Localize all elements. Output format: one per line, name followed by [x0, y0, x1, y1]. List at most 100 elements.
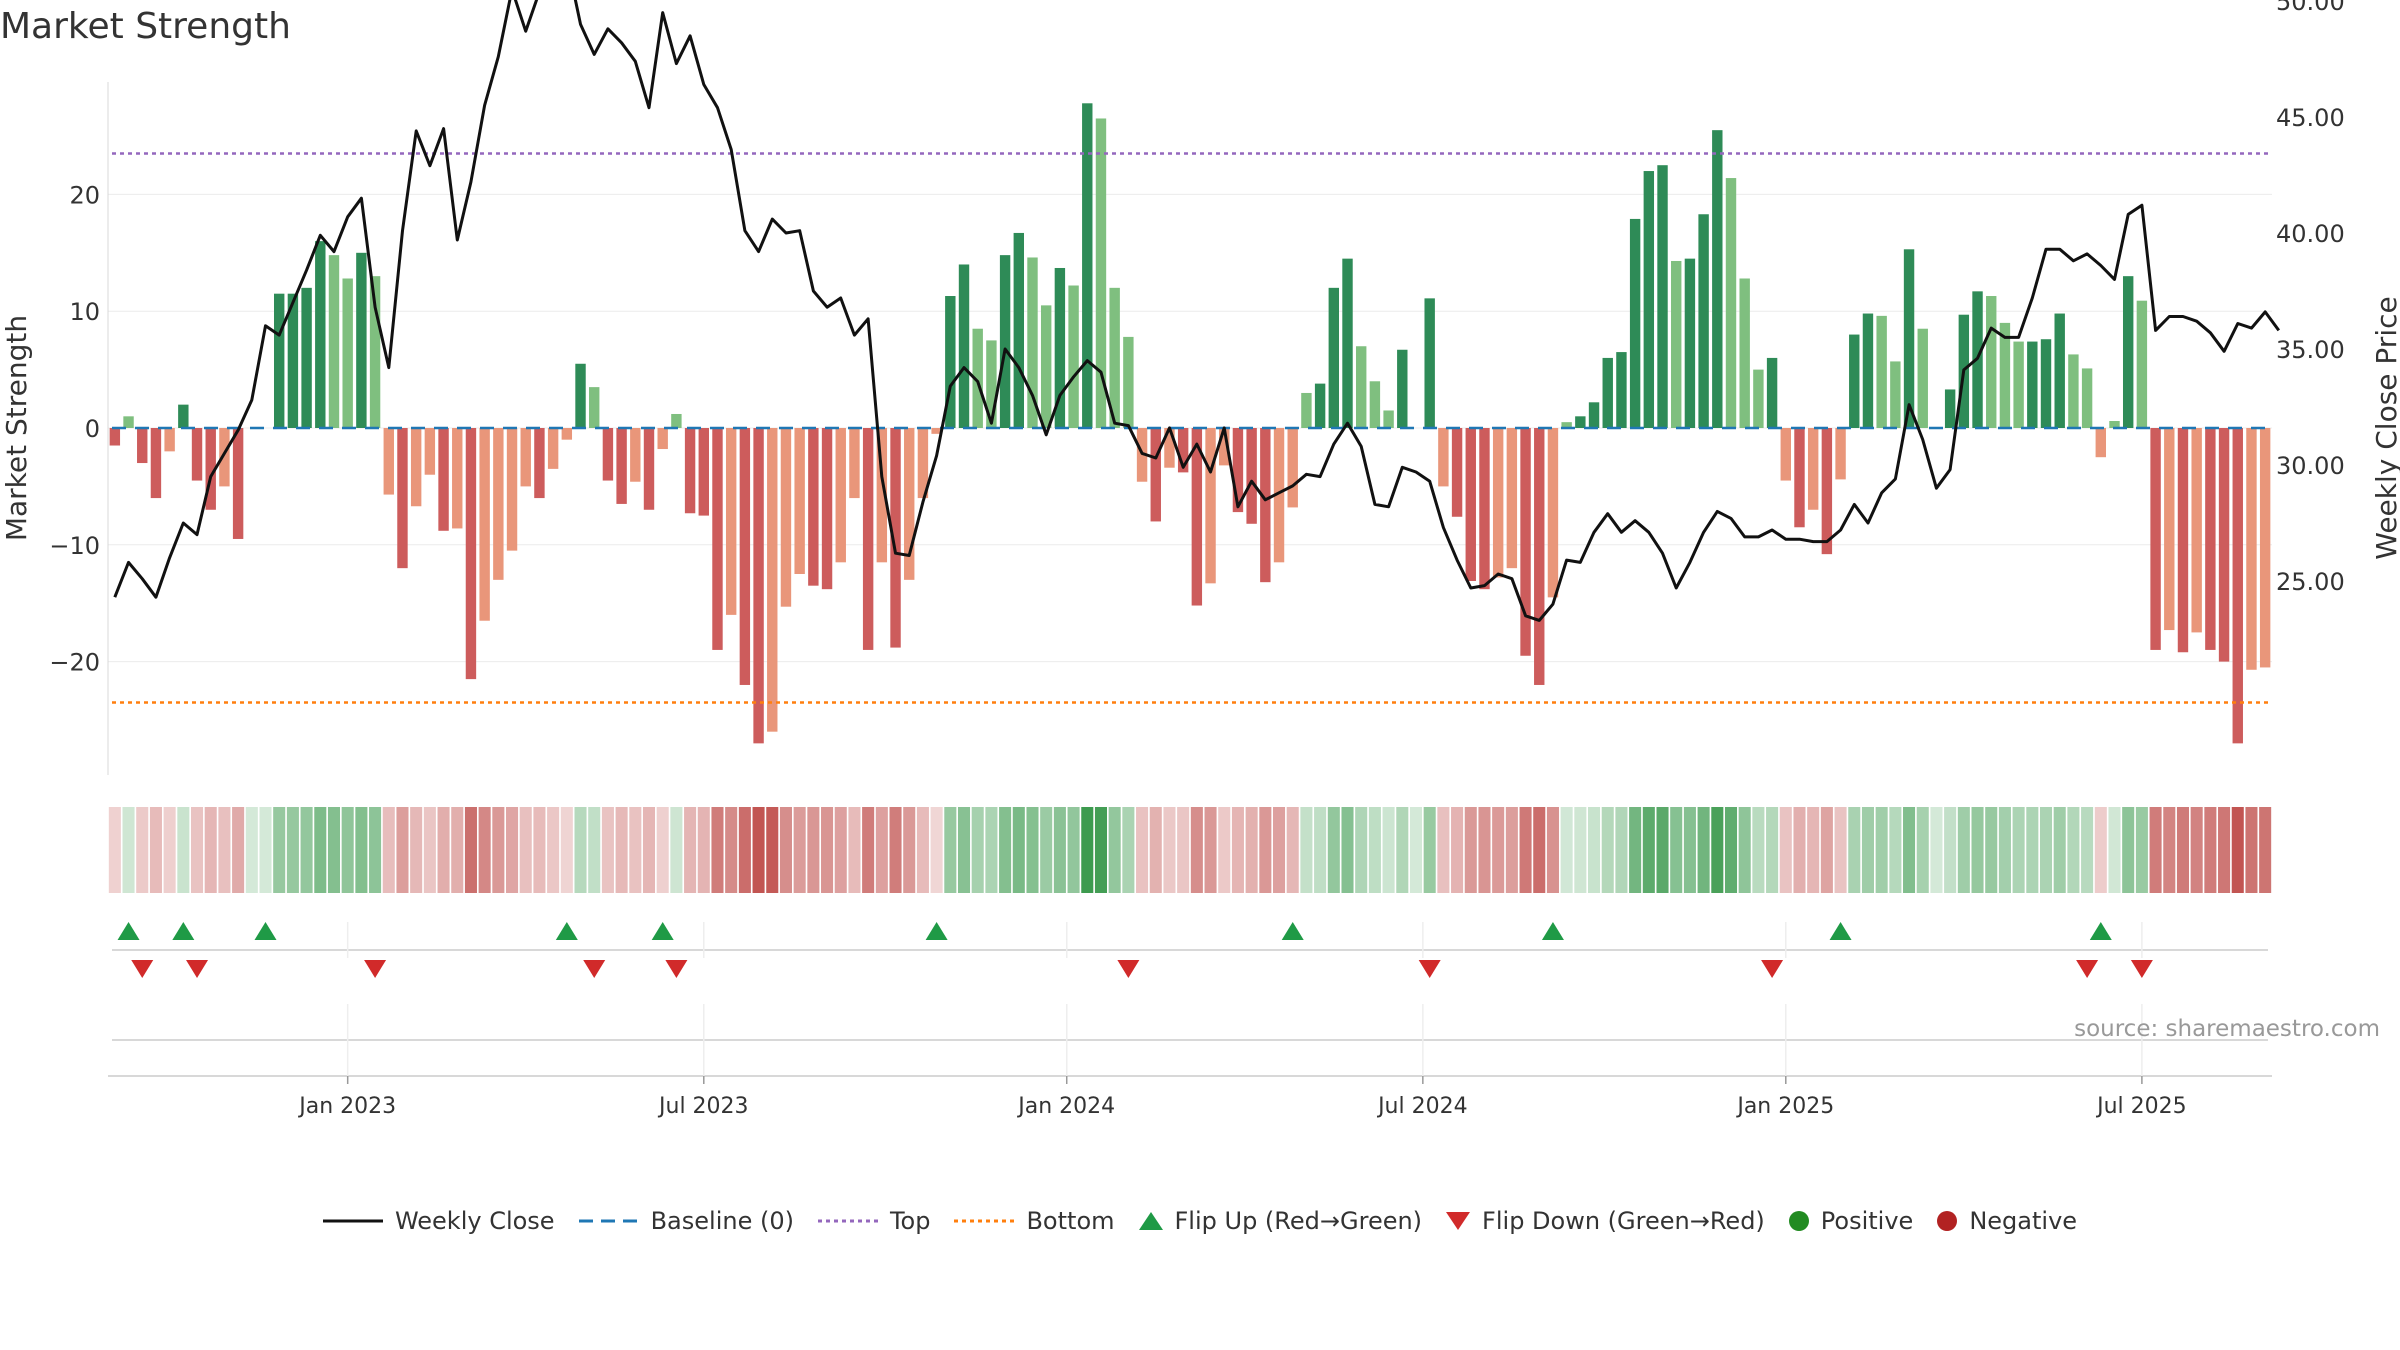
strength-bar — [575, 363, 586, 428]
heatmap-cell — [1245, 807, 1258, 893]
strength-bar — [410, 428, 422, 507]
heatmap-cell — [1053, 807, 1066, 893]
heatmap-cell — [478, 807, 491, 893]
heatmap-cell — [1656, 807, 1669, 893]
strength-bar — [1397, 349, 1408, 428]
legend-negative: Negative — [1937, 1207, 2077, 1235]
x-tick-label: Jan 2025 — [1735, 1094, 1834, 1119]
strength-bar — [1766, 357, 1778, 428]
legend-baseline: Baseline (0) — [578, 1207, 794, 1235]
heatmap-cell — [1040, 807, 1053, 893]
strength-bar — [1602, 357, 1613, 428]
heatmap-cell — [1889, 807, 1902, 893]
heatmap-cell — [670, 807, 683, 893]
heatmap-cell — [2259, 807, 2272, 893]
heatmap-cell — [1820, 807, 1833, 893]
strength-bar — [123, 416, 134, 428]
strength-bar — [2013, 341, 2024, 428]
flip-markers — [112, 922, 2268, 978]
strength-bar — [232, 428, 244, 539]
heatmap-cell — [752, 807, 765, 893]
left-tick-label: −10 — [49, 532, 100, 560]
strength-bar — [561, 428, 573, 440]
strength-bar — [1040, 305, 1052, 428]
weekly-close-line — [113, 0, 2281, 622]
heatmap-cell — [519, 807, 532, 893]
x-tick-label: Jan 2024 — [1016, 1094, 1115, 1119]
strength-bar — [109, 428, 121, 446]
strength-bar — [2040, 339, 2052, 428]
strength-bar — [1301, 392, 1312, 428]
strength-bar — [821, 428, 833, 590]
strength-bar — [1917, 328, 1928, 428]
heatmap-cell — [1588, 807, 1601, 893]
heatmap-cell — [1957, 807, 1970, 893]
legend-label: Positive — [1820, 1207, 1914, 1235]
heatmap-cell — [1396, 807, 1409, 893]
strength-bars — [109, 103, 2271, 744]
strength-bar — [1643, 171, 1655, 429]
strength-bar — [780, 428, 792, 607]
strength-bar — [1027, 257, 1038, 428]
heatmap-cell — [1368, 807, 1381, 893]
flip-down-marker — [1418, 960, 1441, 978]
heatmap-cell — [1122, 807, 1135, 893]
strength-bar — [1986, 296, 1997, 428]
heatmap-cell — [2135, 807, 2148, 893]
strength-bar — [1451, 428, 1463, 517]
strength-bar — [890, 428, 901, 648]
heatmap-cell — [725, 807, 738, 893]
strength-bar — [315, 241, 326, 428]
heatmap-cell — [1177, 807, 1190, 893]
heatmap-cell — [930, 807, 943, 893]
heatmap-cell — [1067, 807, 1080, 893]
green-dot-icon — [1788, 1211, 1809, 1231]
heatmap-cell — [437, 807, 450, 893]
heatmap-cell — [300, 807, 313, 893]
strength-bar — [424, 428, 436, 475]
legend-label: Baseline (0) — [650, 1207, 794, 1235]
heatmap-cell — [1629, 807, 1642, 893]
strength-bar — [2205, 428, 2216, 650]
heatmap-cell — [1683, 807, 1696, 893]
strength-bar — [753, 428, 764, 744]
heatmap-cell — [1738, 807, 1751, 893]
heatmap-cell — [1861, 807, 1874, 893]
strength-bar — [2054, 313, 2065, 428]
heatmap-cell — [396, 807, 409, 893]
heatmap-cell — [2026, 807, 2039, 893]
heatmap-cell — [2108, 807, 2121, 893]
heatmap-cell — [1601, 807, 1614, 893]
strength-bar — [137, 428, 148, 464]
heatmap-cell — [2245, 807, 2258, 893]
heatmap-cell — [327, 807, 341, 893]
strength-bar — [1739, 278, 1750, 428]
x-tick-label: Jan 2023 — [297, 1094, 396, 1119]
heatmap-cell — [355, 807, 368, 893]
legend-label: Top — [889, 1207, 931, 1235]
strength-bar — [342, 278, 353, 428]
strength-bar — [1753, 369, 1764, 428]
strength-bar — [1164, 428, 1175, 468]
weekly-close-line-group — [113, 0, 2281, 622]
strength-bar — [164, 428, 175, 452]
strength-bar — [1383, 410, 1394, 428]
strength-bar — [1369, 381, 1381, 428]
dashed-line-icon — [578, 1219, 639, 1223]
strength-bar — [808, 428, 819, 586]
strength-bar — [1780, 428, 1791, 481]
strength-bar — [767, 428, 778, 732]
strength-bar — [1712, 130, 1723, 428]
flip-down-marker — [2076, 960, 2099, 978]
strength-bar — [452, 428, 463, 529]
heatmap-cell — [314, 807, 327, 893]
strength-bar — [671, 413, 682, 428]
strength-bar — [1287, 428, 1298, 508]
heatmap-cell — [1985, 807, 1998, 893]
strength-bar — [589, 387, 600, 428]
flip-down-marker — [186, 960, 209, 978]
heatmap-cell — [601, 807, 614, 893]
legend-flip-up: Flip Up (Red→Green) — [1138, 1207, 1422, 1235]
flip-up-marker — [651, 922, 674, 940]
